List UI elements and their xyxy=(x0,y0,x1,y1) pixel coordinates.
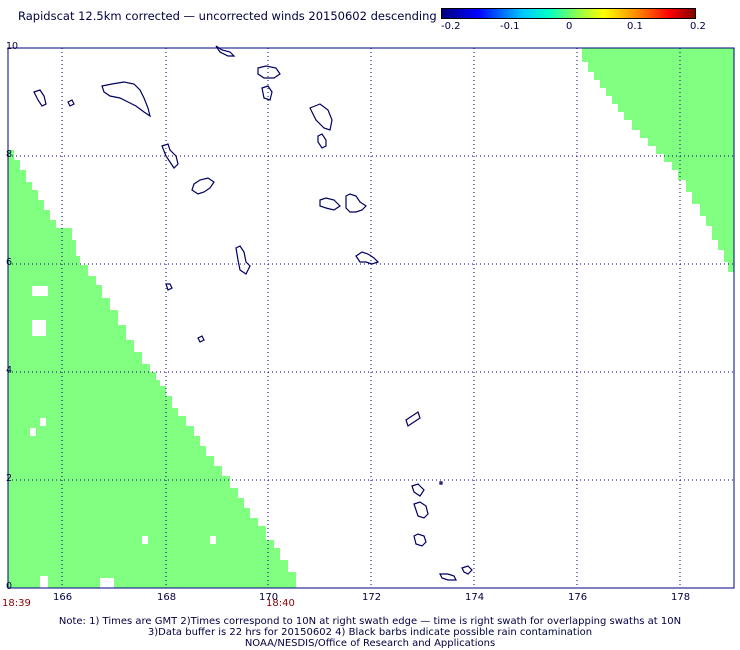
colorbar-label-max: 0.2 xyxy=(690,21,706,32)
x-tick-178: 178 xyxy=(671,592,691,603)
note-line-3: NOAA/NESDIS/Office of Research and Appli… xyxy=(244,638,496,649)
y-tick-2: 2 xyxy=(6,473,13,484)
x-tick-174: 174 xyxy=(465,592,485,603)
colorbar-label-neg: -0.1 xyxy=(500,21,520,32)
x-tick-172: 172 xyxy=(362,592,382,603)
x-tick-166: 166 xyxy=(53,592,73,603)
colorbar-label-min: -0.2 xyxy=(441,21,461,32)
y-tick-8: 8 xyxy=(6,149,13,160)
colorbar-label-pos: 0.1 xyxy=(627,21,643,32)
time-label-left: 18:39 xyxy=(2,598,31,609)
left-swath xyxy=(8,150,296,588)
x-tick-168: 168 xyxy=(157,592,177,603)
color-scale-bar xyxy=(441,8,696,19)
island-outlines xyxy=(33,45,473,581)
colorbar-label-zero: 0 xyxy=(566,21,573,32)
x-tick-176: 176 xyxy=(568,592,588,603)
time-label-mid: 18:40 xyxy=(266,598,295,609)
y-tick-4: 4 xyxy=(6,365,13,376)
y-tick-6: 6 xyxy=(6,257,13,268)
plot-frame xyxy=(7,47,735,589)
x-tick-170: 170 xyxy=(259,592,279,603)
y-tick-10: 10 xyxy=(6,41,19,52)
note-line-1: Note: 1) Times are GMT 2)Times correspon… xyxy=(58,616,682,627)
map-title: Rapidscat 12.5km corrected — uncorrected… xyxy=(18,9,437,23)
right-swath xyxy=(582,48,734,272)
note-line-2: 3)Data buffer is 22 hrs for 20150602 4) … xyxy=(147,627,593,638)
y-tick-0: 0 xyxy=(6,581,13,592)
